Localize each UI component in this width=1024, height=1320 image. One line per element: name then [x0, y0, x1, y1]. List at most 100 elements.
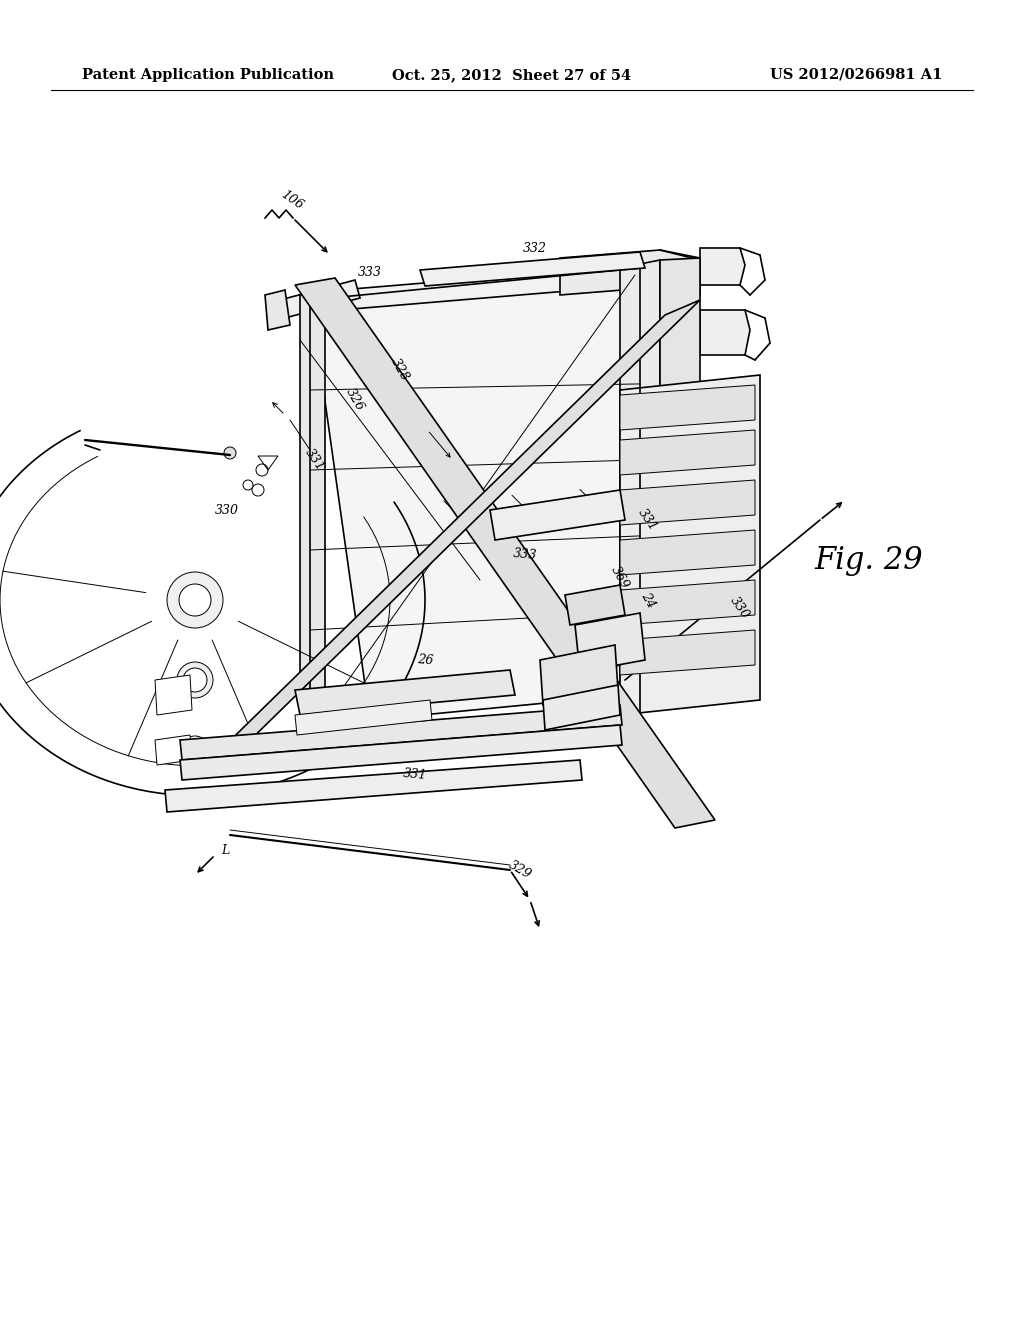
Text: 333: 333	[358, 265, 382, 279]
Circle shape	[475, 771, 485, 781]
Circle shape	[716, 590, 726, 599]
Polygon shape	[543, 685, 620, 730]
Polygon shape	[295, 671, 515, 715]
Text: 326: 326	[343, 387, 367, 413]
Circle shape	[325, 783, 335, 793]
Circle shape	[716, 540, 726, 549]
Circle shape	[256, 465, 268, 477]
Text: Oct. 25, 2012  Sheet 27 of 54: Oct. 25, 2012 Sheet 27 of 54	[392, 69, 632, 82]
Circle shape	[375, 779, 385, 789]
Circle shape	[181, 737, 209, 764]
Polygon shape	[540, 645, 618, 705]
Circle shape	[683, 442, 692, 451]
Circle shape	[183, 668, 207, 692]
Polygon shape	[620, 630, 755, 675]
Circle shape	[600, 661, 610, 671]
Polygon shape	[560, 249, 700, 294]
Text: 331: 331	[303, 446, 328, 474]
Circle shape	[683, 492, 692, 502]
Polygon shape	[310, 268, 680, 719]
Polygon shape	[565, 585, 625, 624]
Polygon shape	[180, 705, 622, 760]
Polygon shape	[700, 310, 750, 355]
Text: 332: 332	[523, 242, 547, 255]
Circle shape	[564, 504, 572, 512]
Polygon shape	[620, 385, 755, 430]
Circle shape	[492, 265, 502, 275]
Polygon shape	[295, 279, 715, 828]
Circle shape	[605, 593, 615, 603]
Polygon shape	[165, 760, 582, 812]
Circle shape	[275, 787, 285, 797]
Circle shape	[683, 543, 692, 552]
Circle shape	[588, 634, 602, 647]
Circle shape	[649, 445, 658, 454]
Circle shape	[716, 639, 726, 649]
Text: 330: 330	[728, 594, 753, 622]
Circle shape	[243, 480, 253, 490]
Circle shape	[649, 400, 658, 409]
Circle shape	[716, 440, 726, 450]
Text: 24: 24	[638, 590, 657, 610]
Circle shape	[538, 508, 546, 516]
Text: 369: 369	[608, 565, 632, 591]
Circle shape	[580, 257, 590, 268]
Circle shape	[716, 490, 726, 499]
Polygon shape	[620, 260, 660, 700]
Polygon shape	[620, 531, 755, 576]
Circle shape	[683, 591, 692, 602]
Text: 328: 328	[388, 356, 412, 384]
Circle shape	[575, 664, 585, 675]
Text: 328: 328	[616, 631, 640, 659]
Circle shape	[550, 667, 560, 677]
Circle shape	[175, 795, 185, 805]
Circle shape	[536, 261, 546, 271]
Polygon shape	[155, 735, 193, 766]
Text: 26: 26	[417, 653, 433, 667]
Polygon shape	[620, 375, 760, 715]
Circle shape	[224, 447, 236, 459]
Text: 331: 331	[636, 507, 660, 533]
Circle shape	[449, 268, 458, 279]
Polygon shape	[340, 265, 640, 310]
Polygon shape	[660, 257, 700, 690]
Circle shape	[613, 255, 623, 265]
Text: 324: 324	[598, 647, 622, 673]
Polygon shape	[490, 490, 625, 540]
Circle shape	[649, 495, 658, 504]
Circle shape	[425, 775, 435, 785]
Text: 330: 330	[215, 503, 239, 516]
Text: US 2012/0266981 A1: US 2012/0266981 A1	[770, 69, 942, 82]
Circle shape	[570, 601, 580, 610]
Circle shape	[525, 767, 535, 777]
Circle shape	[649, 594, 658, 605]
Circle shape	[649, 544, 658, 554]
Circle shape	[225, 791, 234, 801]
Circle shape	[252, 484, 264, 496]
Polygon shape	[620, 480, 755, 525]
Polygon shape	[420, 252, 645, 286]
Polygon shape	[700, 248, 745, 285]
Text: Patent Application Publication: Patent Application Publication	[82, 69, 334, 82]
Polygon shape	[620, 579, 755, 624]
Circle shape	[683, 642, 692, 652]
Text: 333: 333	[512, 548, 538, 562]
Circle shape	[649, 644, 658, 655]
Polygon shape	[180, 725, 622, 780]
Circle shape	[179, 583, 211, 616]
Text: Fig. 29: Fig. 29	[814, 545, 923, 577]
Text: 106: 106	[279, 187, 305, 213]
Circle shape	[618, 626, 632, 640]
Circle shape	[683, 397, 692, 407]
Polygon shape	[265, 290, 290, 330]
Polygon shape	[295, 700, 432, 735]
Polygon shape	[620, 430, 755, 475]
Circle shape	[177, 663, 213, 698]
Circle shape	[716, 395, 726, 404]
Text: L: L	[221, 843, 229, 857]
Circle shape	[590, 500, 598, 508]
Polygon shape	[575, 612, 645, 672]
Polygon shape	[200, 300, 700, 770]
Text: 331: 331	[402, 767, 428, 783]
Polygon shape	[280, 280, 360, 318]
